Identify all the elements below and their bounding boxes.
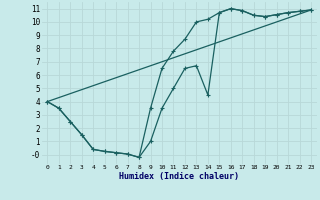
X-axis label: Humidex (Indice chaleur): Humidex (Indice chaleur) [119,172,239,181]
